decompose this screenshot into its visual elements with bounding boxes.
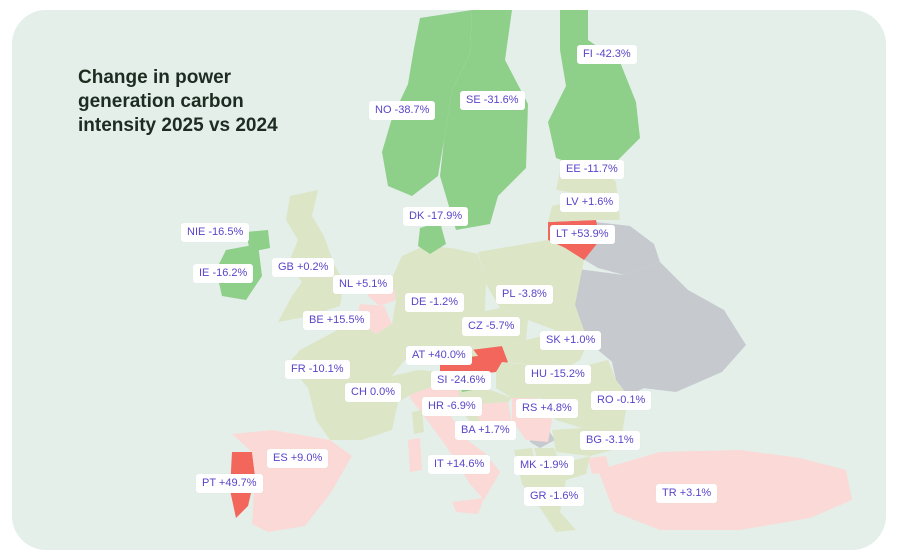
country-shape-ch xyxy=(392,370,440,402)
country-label-gb: GB +0.2% xyxy=(272,258,335,277)
country-label-rs: RS +4.8% xyxy=(516,399,578,418)
country-label-ee: EE -11.7% xyxy=(560,160,624,179)
country-label-sk: SK +1.0% xyxy=(540,331,602,350)
country-label-se: SE -31.6% xyxy=(460,91,525,110)
country-label-de: DE -1.2% xyxy=(405,293,465,312)
country-shape-dk xyxy=(418,222,446,254)
country-label-ch: CH 0.0% xyxy=(345,383,402,402)
country-label-fr: FR -10.1% xyxy=(285,360,350,379)
country-shape-tr-thrace xyxy=(588,456,610,474)
country-label-cz: CZ -5.7% xyxy=(462,317,521,336)
map-title: Change in power generation carbon intens… xyxy=(78,67,278,136)
country-shape-nie xyxy=(246,230,270,252)
country-shape-fr xyxy=(288,320,408,440)
country-label-nie: NIE -16.5% xyxy=(181,223,250,242)
country-shape-se xyxy=(440,10,528,230)
country-label-pt: PT +49.7% xyxy=(196,474,263,493)
country-label-at: AT +40.0% xyxy=(406,346,472,365)
country-label-hr: HR -6.9% xyxy=(422,397,482,416)
country-label-es: ES +9.0% xyxy=(267,449,329,468)
country-label-it: IT +14.6% xyxy=(428,455,491,474)
country-shape-tr xyxy=(598,450,852,530)
country-label-dk: DK -17.9% xyxy=(403,207,469,226)
country-label-gr: GR -1.6% xyxy=(524,487,585,506)
country-label-no: NO -38.7% xyxy=(369,101,436,120)
country-label-lv: LV +1.6% xyxy=(560,193,620,212)
country-shape-ua xyxy=(570,262,746,392)
country-label-lt: LT +53.9% xyxy=(550,225,615,244)
country-label-bg: BG -3.1% xyxy=(580,431,640,450)
country-shape-fi xyxy=(548,10,640,168)
country-label-nl: NL +5.1% xyxy=(333,275,394,294)
country-label-si: SI -24.6% xyxy=(431,371,492,390)
country-label-ie: IE -16.2% xyxy=(193,264,254,283)
country-label-pl: PL -3.8% xyxy=(496,285,553,304)
country-label-ro: RO -0.1% xyxy=(591,391,652,410)
country-shape-it-sicily xyxy=(452,498,484,514)
country-shape-fr-corsica xyxy=(412,410,424,434)
country-label-mk: MK -1.9% xyxy=(514,456,575,475)
country-shape-it-sardinia xyxy=(408,438,422,472)
country-label-tr: TR +3.1% xyxy=(656,484,718,503)
country-shape-gb xyxy=(278,190,344,322)
country-label-fi: FI -42.3% xyxy=(577,45,637,64)
country-label-hu: HU -15.2% xyxy=(525,365,591,384)
country-shape-md xyxy=(612,362,644,396)
country-label-be: BE +15.5% xyxy=(303,311,371,330)
country-label-ba: BA +1.7% xyxy=(455,421,516,440)
